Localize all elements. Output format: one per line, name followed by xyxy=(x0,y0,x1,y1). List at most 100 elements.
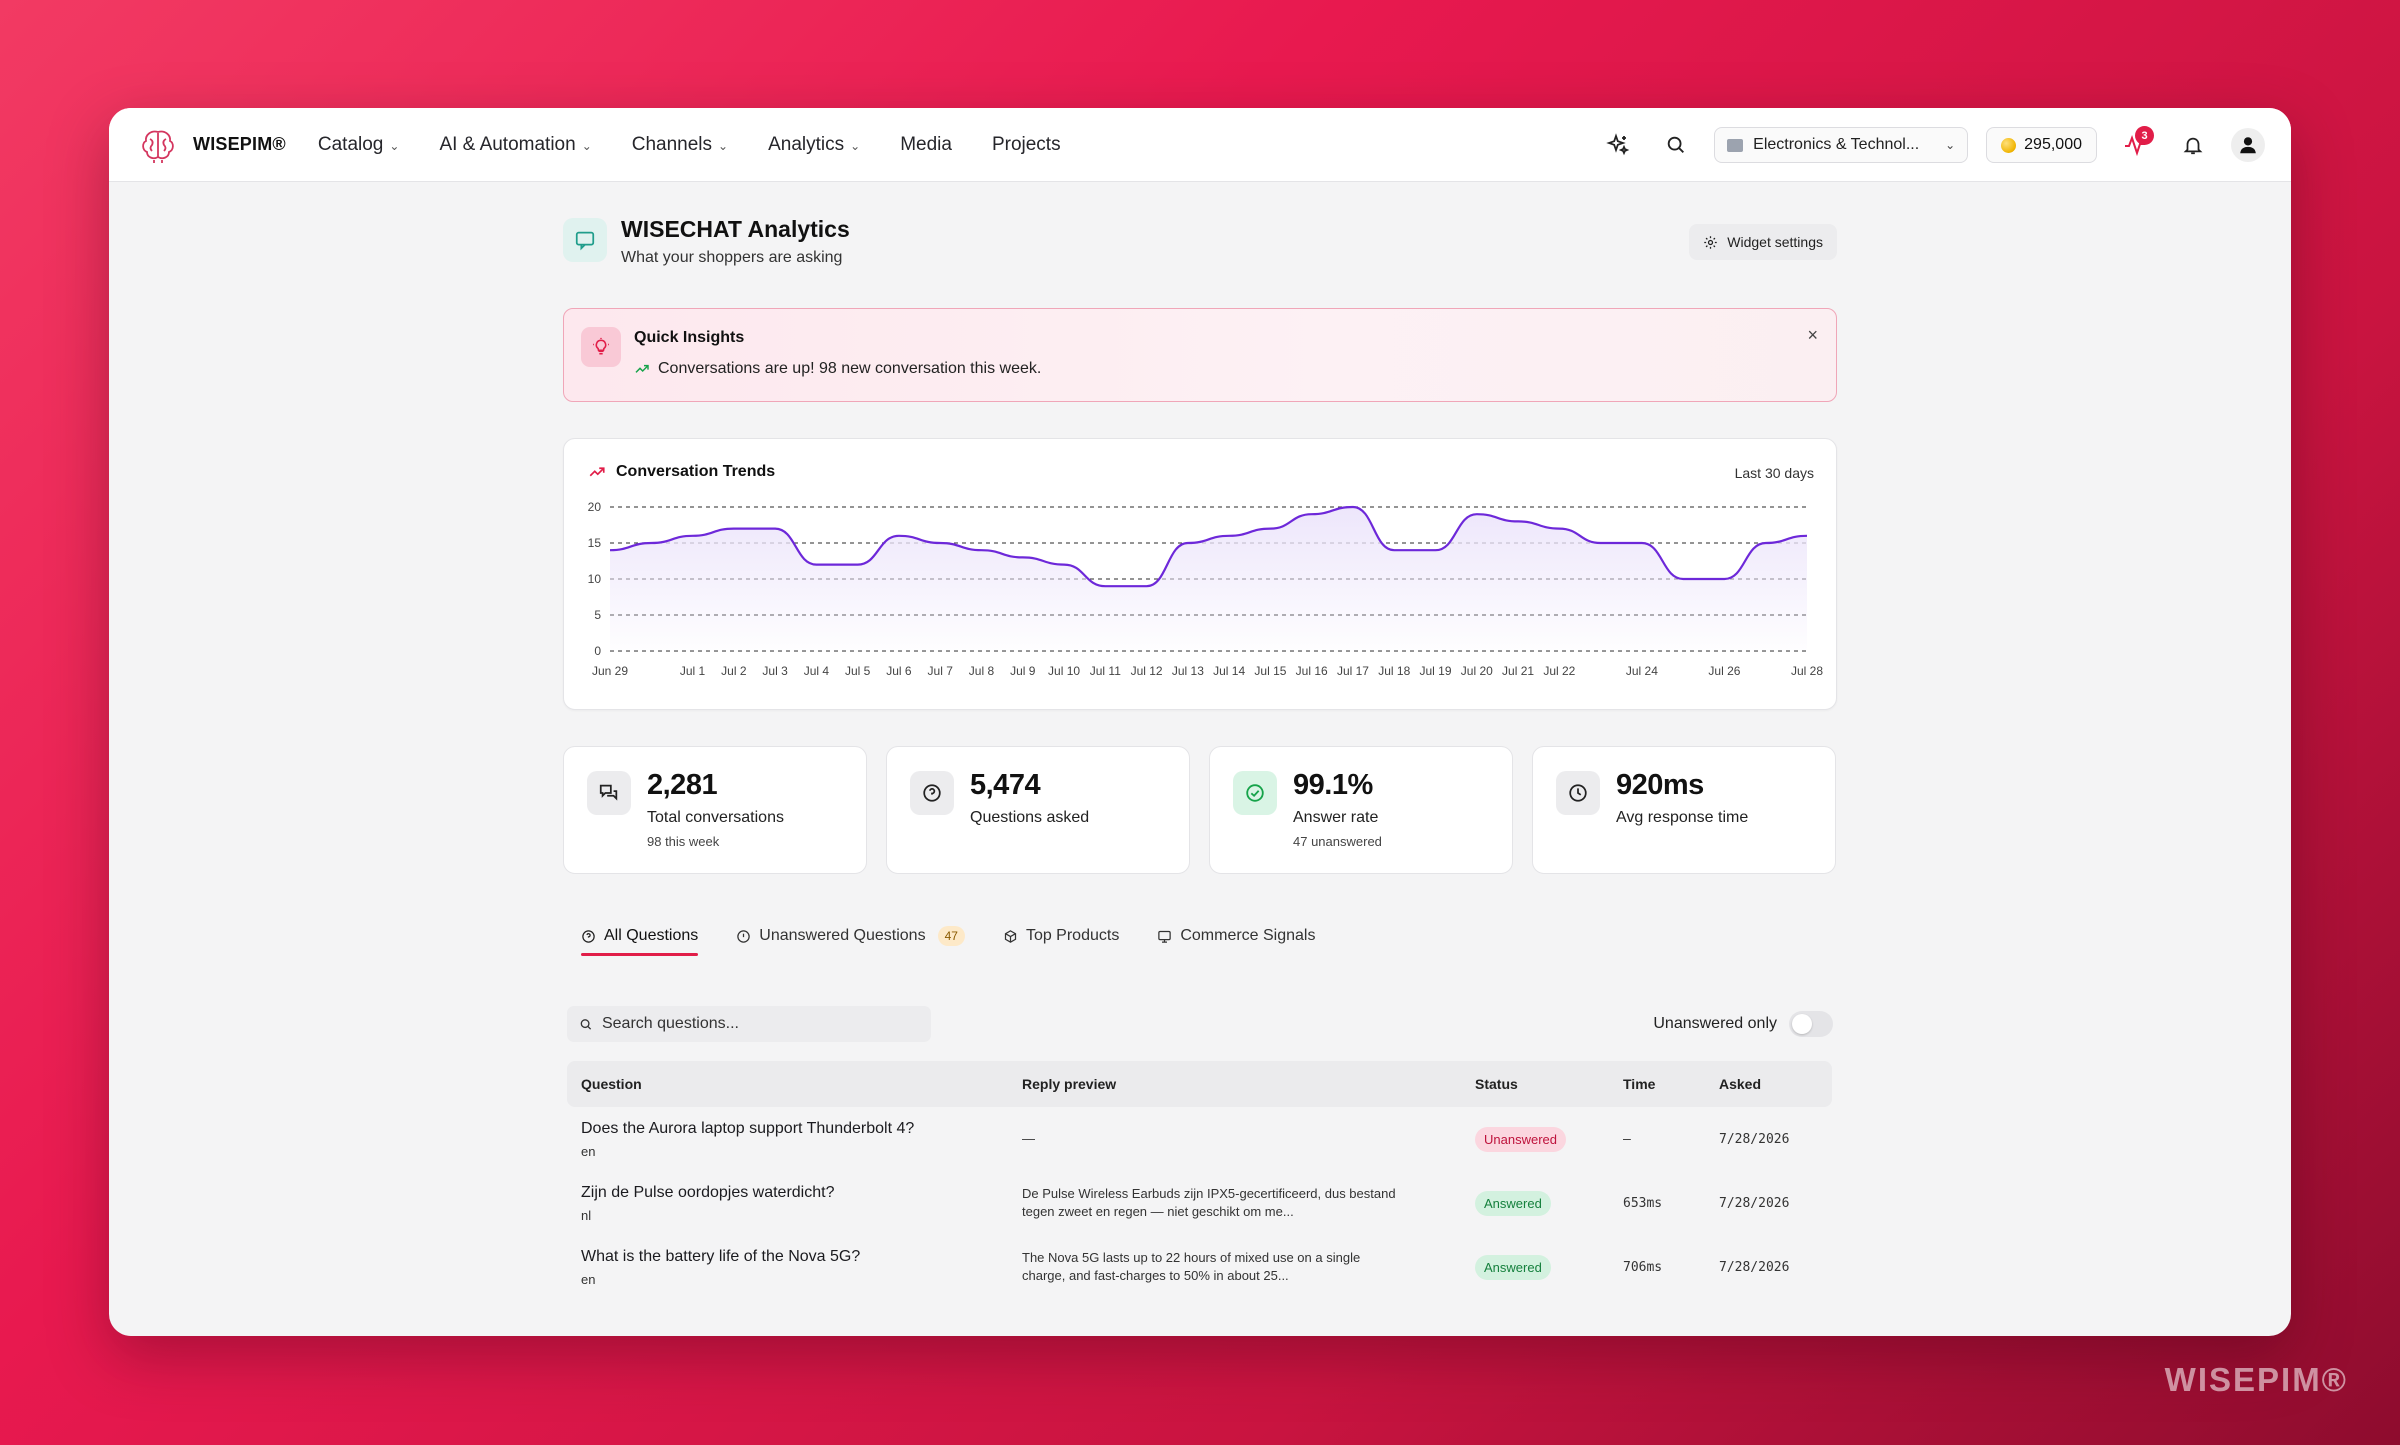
question-lang: en xyxy=(581,1143,596,1159)
store-label: Electronics & Technol... xyxy=(1753,136,1920,153)
activity-button[interactable]: 3 xyxy=(2115,125,2155,165)
quick-insights-banner: Quick Insights Conversations are up! 98 … xyxy=(563,308,1837,402)
col-asked[interactable]: Asked xyxy=(1719,1076,1762,1092)
questions-table: Question Reply preview Status Time Asked… xyxy=(567,1061,1832,1299)
brand-watermark: WISEPIM® xyxy=(2164,1361,2348,1398)
top-navbar: WISEPIM® Catalog ⌄ AI & Automation ⌄ Chann… xyxy=(109,108,2291,182)
brain-logo-icon xyxy=(142,130,174,163)
col-time[interactable]: Time xyxy=(1623,1076,1656,1092)
nav-ai-automation[interactable]: AI & Automation ⌄ xyxy=(439,134,591,156)
x-tick-label: Jul 3 xyxy=(762,664,788,678)
ai-sparkle-button[interactable] xyxy=(1598,125,1638,165)
stat-answer-rate: 99.1% Answer rate 47 unanswered xyxy=(1209,746,1513,874)
x-tick-label: Jul 15 xyxy=(1254,664,1286,678)
unanswered-count-badge: 47 xyxy=(937,926,965,946)
table-row[interactable]: What is the battery life of the Nova 5G?… xyxy=(567,1235,1832,1299)
close-icon[interactable]: × xyxy=(1807,325,1818,345)
credits-display[interactable]: 295,000 xyxy=(1986,127,2097,163)
lightbulb-icon xyxy=(581,327,621,367)
package-icon xyxy=(1004,929,1017,943)
table-header: Question Reply preview Status Time Asked xyxy=(567,1061,1832,1107)
status-badge: Answered xyxy=(1475,1190,1551,1216)
tab-top-products[interactable]: Top Products xyxy=(1003,919,1119,953)
x-tick-label: Jul 13 xyxy=(1172,664,1204,678)
message-square-icon xyxy=(1158,930,1172,943)
store-selector[interactable]: Electronics & Technol... ⌄ xyxy=(1714,127,1969,163)
col-question[interactable]: Question xyxy=(581,1076,642,1092)
y-tick-label: 20 xyxy=(588,500,602,514)
x-tick-label: Jul 4 xyxy=(804,664,830,678)
nav-channels[interactable]: Channels ⌄ xyxy=(632,134,728,156)
question-lang: nl xyxy=(581,1207,592,1223)
unanswered-only-label: Unanswered only xyxy=(1653,1015,1777,1032)
nav-projects[interactable]: Projects xyxy=(992,134,1061,156)
nav-label: Channels xyxy=(631,133,713,155)
logo[interactable]: WISEPIM® xyxy=(137,124,286,166)
notifications-button[interactable] xyxy=(2173,125,2213,165)
question-text: Does the Aurora laptop support Thunderbo… xyxy=(581,1119,915,1137)
x-tick-label: Jul 11 xyxy=(1090,664,1121,678)
page-header: WISECHAT Analytics What your shoppers ar… xyxy=(563,216,1837,286)
tab-all-questions[interactable]: All Questions xyxy=(581,919,699,956)
reply-preview: The Nova 5G lasts up to 22 hours of mixe… xyxy=(1022,1250,1361,1283)
x-tick-label: Jul 20 xyxy=(1461,664,1493,678)
x-tick-label: Jun 29 xyxy=(592,664,628,678)
search-box xyxy=(567,1006,931,1042)
stat-sub: 98 this week xyxy=(647,834,720,849)
stat-label: Avg response time xyxy=(1616,809,1749,826)
question-text: Zijn de Pulse oordopjes waterdicht? xyxy=(581,1183,835,1201)
nav-analytics[interactable]: Analytics ⌄ xyxy=(768,134,860,156)
table-row[interactable]: Zijn de Pulse oordopjes waterdicht? nl D… xyxy=(567,1171,1832,1235)
x-tick-label: Jul 18 xyxy=(1378,664,1410,678)
x-tick-label: Jul 22 xyxy=(1543,664,1575,678)
main-content: WISECHAT Analytics What your shoppers ar… xyxy=(563,216,1837,1299)
x-tick-label: Jul 21 xyxy=(1502,664,1534,678)
x-tick-label: Jul 12 xyxy=(1131,664,1163,678)
tab-label: All Questions xyxy=(604,927,699,944)
user-avatar[interactable] xyxy=(2231,128,2265,162)
asked-date: 7/28/2026 xyxy=(1719,1259,1790,1275)
tab-unanswered-questions[interactable]: Unanswered Questions 47 xyxy=(736,919,965,953)
nav-media[interactable]: Media xyxy=(900,134,952,156)
stat-label: Total conversations xyxy=(647,809,784,826)
trending-up-icon xyxy=(635,364,649,373)
x-tick-label: Jul 24 xyxy=(1626,664,1658,678)
x-tick-label: Jul 5 xyxy=(845,664,871,678)
x-tick-label: Jul 28 xyxy=(1791,664,1823,678)
chevron-down-icon: ⌄ xyxy=(718,138,729,153)
response-time: 653ms xyxy=(1623,1195,1663,1211)
y-tick-label: 10 xyxy=(588,572,602,586)
coin-icon xyxy=(2001,137,2017,153)
col-status[interactable]: Status xyxy=(1475,1076,1518,1092)
page-title: WISECHAT Analytics xyxy=(621,216,850,242)
x-tick-label: Jul 1 xyxy=(680,664,706,678)
nav-label: Analytics xyxy=(768,133,845,155)
x-tick-label: Jul 9 xyxy=(1010,664,1036,678)
tab-commerce-signals[interactable]: Commerce Signals xyxy=(1157,919,1315,953)
chevron-down-icon: ⌄ xyxy=(1945,138,1956,152)
chart-range: Last 30 days xyxy=(1734,465,1814,481)
x-tick-label: Jul 10 xyxy=(1048,664,1080,678)
conversation-trend-chart: 0 5 10 15 20 Jun 29 Jul 1 Jul 2 Jul 3 Jul 4 Jul 5 J… xyxy=(588,500,1824,678)
widget-settings-label: Widget settings xyxy=(1727,234,1823,250)
unanswered-only-toggle[interactable] xyxy=(1789,1011,1833,1037)
stat-value: 99.1% xyxy=(1293,769,1373,801)
nav-label: AI & Automation xyxy=(439,133,576,155)
x-tick-label: Jul 14 xyxy=(1213,664,1245,678)
stat-sub: 47 unanswered xyxy=(1293,834,1382,849)
col-reply-preview[interactable]: Reply preview xyxy=(1022,1076,1117,1092)
stat-value: 920ms xyxy=(1616,769,1704,801)
messages-icon xyxy=(587,771,631,815)
clock-icon xyxy=(1556,771,1600,815)
sparkles-icon xyxy=(1606,133,1630,156)
nav-catalog[interactable]: Catalog ⌄ xyxy=(318,134,400,156)
widget-settings-button[interactable]: Widget settings xyxy=(1689,224,1837,260)
response-time: — xyxy=(1623,1131,1631,1147)
search-questions-input[interactable] xyxy=(601,1015,919,1033)
tab-label: Unanswered Questions xyxy=(759,927,926,944)
y-tick-label: 5 xyxy=(594,608,601,622)
table-row[interactable]: Does the Aurora laptop support Thunderbo… xyxy=(567,1107,1832,1171)
stat-total-conversations: 2,281 Total conversations 98 this week xyxy=(563,746,867,874)
search-button[interactable] xyxy=(1656,125,1696,165)
search-icon xyxy=(580,1018,592,1030)
